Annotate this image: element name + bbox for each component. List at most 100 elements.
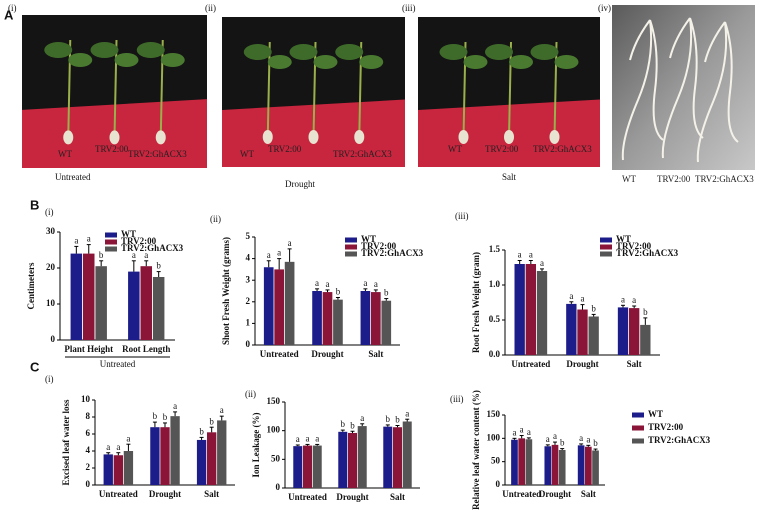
y-tick-label: 4 bbox=[86, 445, 91, 455]
significance-letter: a bbox=[540, 258, 544, 268]
leaf bbox=[243, 44, 272, 60]
legend-label: TRV2:GhACX3 bbox=[361, 248, 424, 258]
significance-letter: b bbox=[395, 415, 400, 425]
significance-letter: a bbox=[374, 279, 378, 289]
photo-caption: Drought bbox=[285, 179, 315, 189]
legend-label: WT bbox=[616, 234, 631, 244]
legend-label: TRV2:00 bbox=[361, 241, 397, 251]
pot bbox=[549, 130, 560, 144]
photo-label: (iv) bbox=[598, 3, 611, 13]
bar bbox=[333, 299, 343, 345]
legend-label: TRV2:00 bbox=[648, 422, 684, 432]
y-axis-label: Excised leaf water loss bbox=[61, 399, 71, 486]
root bbox=[696, 21, 739, 163]
leaf bbox=[335, 44, 364, 60]
y-tick-label: 0 bbox=[276, 482, 281, 492]
significance-letter: a bbox=[632, 295, 636, 305]
bar bbox=[381, 300, 392, 345]
stem bbox=[553, 41, 558, 138]
y-tick-label: 8 bbox=[86, 411, 91, 421]
legend-label: WT bbox=[361, 234, 376, 244]
photo-tag: WT bbox=[622, 174, 636, 184]
chart-label: (iii) bbox=[450, 394, 464, 404]
bar bbox=[140, 266, 152, 340]
photo-tag: WT bbox=[448, 144, 462, 154]
y-tick-label: 2 bbox=[246, 296, 251, 306]
x-tick-label: Drought bbox=[311, 349, 343, 359]
chart-label: (i) bbox=[45, 374, 54, 384]
pot bbox=[63, 130, 74, 145]
significance-letter: a bbox=[306, 433, 310, 443]
leaf bbox=[313, 55, 338, 69]
significance-letter: a bbox=[116, 442, 120, 452]
bar bbox=[274, 269, 284, 345]
significance-letter: a bbox=[87, 234, 91, 244]
photo-tag: TRV2:00 bbox=[268, 144, 302, 154]
leaf bbox=[509, 55, 533, 69]
x-tick-label: Untreated bbox=[502, 489, 541, 499]
panel-label: B bbox=[30, 197, 39, 212]
bar bbox=[322, 292, 333, 345]
x-tick-label: Salt bbox=[390, 492, 405, 502]
pot bbox=[109, 130, 120, 145]
significance-letter: a bbox=[581, 294, 585, 304]
bar bbox=[402, 421, 412, 488]
bar bbox=[544, 446, 552, 485]
significance-letter: b bbox=[156, 261, 161, 271]
y-axis-label: Root Fresh Weight (gram) bbox=[471, 252, 481, 353]
significance-letter: a bbox=[546, 434, 550, 444]
bar bbox=[360, 291, 371, 345]
significance-letter: a bbox=[315, 433, 319, 443]
significance-letter: a bbox=[569, 291, 573, 301]
legend-label: WT bbox=[121, 229, 136, 239]
bar bbox=[383, 426, 393, 488]
bar bbox=[585, 446, 592, 485]
significance-letter: a bbox=[144, 250, 148, 260]
bar bbox=[95, 266, 107, 340]
legend-label: WT bbox=[648, 409, 663, 419]
photo-tag: TRV2:GhACX3 bbox=[695, 174, 754, 184]
y-tick-label: 10 bbox=[81, 394, 91, 404]
stem bbox=[67, 39, 72, 138]
significance-letter: a bbox=[326, 279, 330, 289]
significance-letter: a bbox=[621, 294, 625, 304]
photo-caption: Salt bbox=[502, 172, 517, 182]
stem bbox=[266, 41, 271, 138]
photo-label: (ii) bbox=[205, 3, 216, 13]
photo-tag: WT bbox=[240, 149, 254, 159]
legend-swatch bbox=[600, 237, 612, 243]
photo-tag: TRV2:00 bbox=[657, 174, 691, 184]
leaf bbox=[530, 44, 559, 60]
root bbox=[621, 19, 664, 161]
significance-letter: b bbox=[341, 419, 346, 429]
y-tick-label: 1 bbox=[246, 317, 251, 327]
significance-letter: b bbox=[163, 412, 168, 422]
bar bbox=[103, 454, 113, 485]
y-tick-label: 150 bbox=[487, 409, 501, 419]
x-tick-label: Drought bbox=[539, 489, 571, 499]
x-tick-label: Drought bbox=[149, 489, 181, 499]
bar bbox=[196, 439, 207, 485]
bar bbox=[152, 277, 165, 340]
bar bbox=[525, 439, 533, 485]
y-tick-label: 0 bbox=[246, 339, 251, 349]
y-tick-label: 100 bbox=[487, 432, 501, 442]
chart-label: (i) bbox=[45, 207, 54, 217]
significance-letter: a bbox=[277, 248, 281, 258]
bar bbox=[393, 427, 402, 488]
significance-letter: a bbox=[586, 434, 590, 444]
x-tick-label: Salt bbox=[627, 359, 642, 369]
x-tick-label: Salt bbox=[581, 489, 596, 499]
significance-letter: a bbox=[106, 442, 110, 452]
y-axis-label: Centimeters bbox=[26, 262, 36, 309]
photo-tag: TRV2:GhACX3 bbox=[333, 149, 392, 159]
y-tick-label: 1.0 bbox=[489, 279, 501, 289]
stem bbox=[113, 39, 118, 138]
y-tick-label: 3 bbox=[246, 274, 251, 284]
significance-letter: b bbox=[384, 288, 389, 298]
legend-swatch bbox=[345, 244, 357, 250]
significance-letter: a bbox=[553, 431, 557, 441]
significance-letter: a bbox=[74, 235, 78, 245]
y-tick-label: 0.5 bbox=[489, 314, 501, 324]
